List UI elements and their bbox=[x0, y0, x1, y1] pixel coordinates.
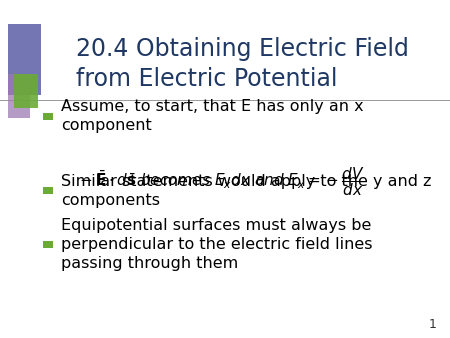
Bar bbox=[43, 241, 53, 248]
Text: 20.4 Obtaining Electric Field: 20.4 Obtaining Electric Field bbox=[76, 37, 410, 61]
Bar bbox=[14, 74, 38, 108]
Text: $\,-\bar{\mathbf{E}} \cdot d\bar{\mathbf{s}}$$\mathit{\ becomes\ E_x dx\ and\ E_: $\,-\bar{\mathbf{E}} \cdot d\bar{\mathbf… bbox=[74, 166, 365, 198]
Text: 1: 1 bbox=[428, 318, 436, 331]
Bar bbox=[8, 74, 30, 118]
Text: Equipotential surfaces must always be
perpendicular to the electric field lines
: Equipotential surfaces must always be pe… bbox=[61, 218, 372, 271]
Bar bbox=[8, 24, 40, 95]
Text: Similar statements would apply to the y and z
components: Similar statements would apply to the y … bbox=[61, 173, 431, 208]
Bar bbox=[43, 113, 53, 120]
Text: Assume, to start, that E has only an x
component: Assume, to start, that E has only an x c… bbox=[61, 99, 364, 134]
Bar bbox=[43, 187, 53, 194]
Text: from Electric Potential: from Electric Potential bbox=[76, 67, 338, 92]
